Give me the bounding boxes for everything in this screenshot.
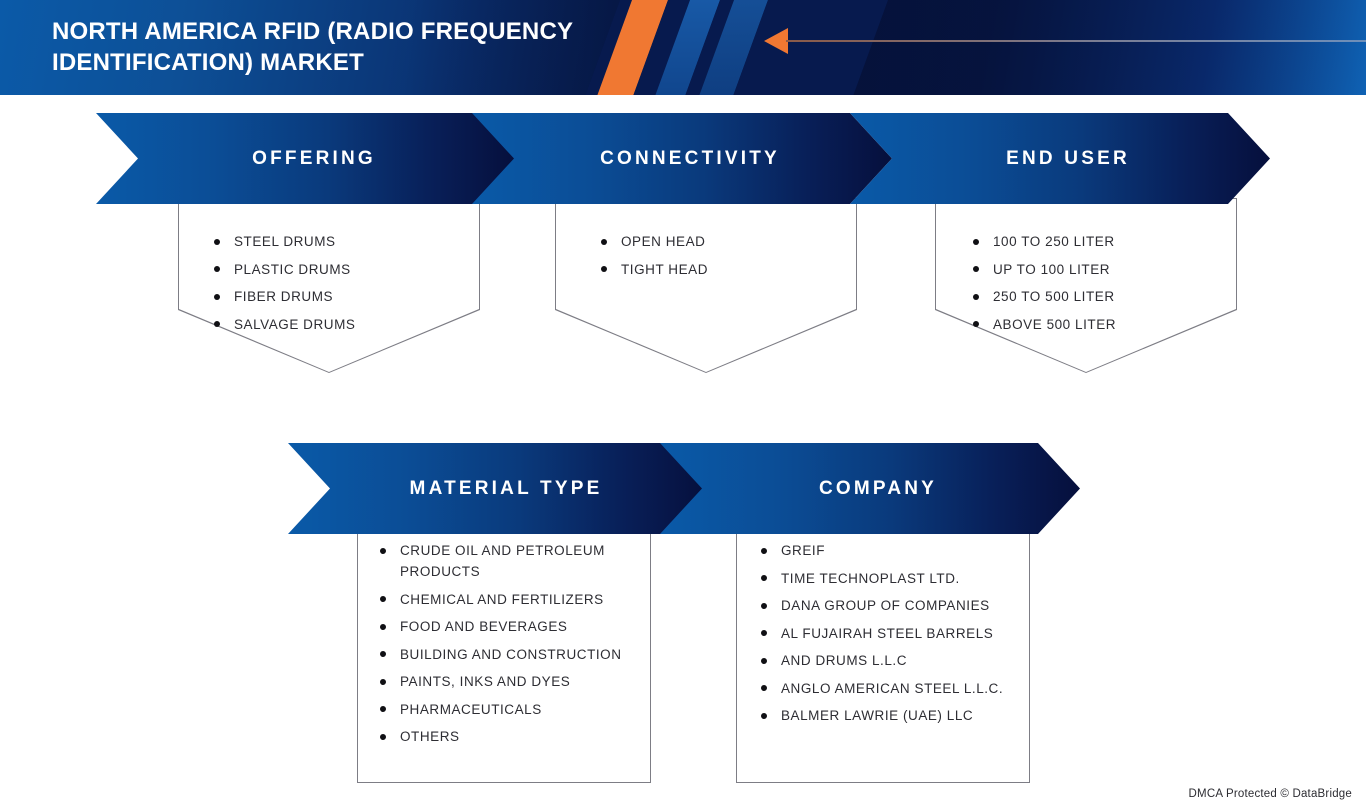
list-item: PAINTS, INKS AND DYES bbox=[380, 671, 640, 692]
list-material-type: CRUDE OIL AND PETROLEUM PRODUCTS CHEMICA… bbox=[380, 540, 640, 747]
banner-label: MATERIAL TYPE bbox=[409, 477, 603, 499]
card-offering: STEEL DRUMS PLASTIC DRUMS FIBER DRUMS SA… bbox=[178, 198, 480, 373]
banner-label: COMPANY bbox=[818, 477, 938, 499]
list-item: SALVAGE DRUMS bbox=[214, 314, 480, 335]
banner-label: CONNECTIVITY bbox=[600, 147, 780, 169]
list-connectivity: OPEN HEAD TIGHT HEAD bbox=[601, 231, 857, 280]
left-arrow-icon bbox=[764, 28, 788, 54]
header-banner: NORTH AMERICA RFID (RADIO FREQUENCY IDEN… bbox=[0, 0, 1366, 95]
list-item: PLASTIC DRUMS bbox=[214, 259, 480, 280]
list-item: AND DRUMS L.L.C bbox=[761, 650, 1023, 671]
banner-label: OFFERING bbox=[252, 147, 376, 169]
list-item: ANGLO AMERICAN STEEL L.L.C. bbox=[761, 678, 1023, 699]
list-item: STEEL DRUMS bbox=[214, 231, 480, 252]
list-item: BUILDING AND CONSTRUCTION bbox=[380, 644, 640, 665]
list-company: GREIF TIME TECHNOPLAST LTD. DANA GROUP O… bbox=[761, 540, 1023, 726]
list-item: CRUDE OIL AND PETROLEUM PRODUCTS bbox=[380, 540, 640, 582]
card-connectivity: OPEN HEAD TIGHT HEAD bbox=[555, 198, 857, 373]
header-rule-line bbox=[786, 40, 1366, 42]
list-item: AL FUJAIRAH STEEL BARRELS bbox=[761, 623, 1023, 644]
list-item: OPEN HEAD bbox=[601, 231, 857, 252]
card-material-type: CRUDE OIL AND PETROLEUM PRODUCTS CHEMICA… bbox=[357, 528, 651, 783]
list-end-user: 100 TO 250 LITER UP TO 100 LITER 250 TO … bbox=[973, 231, 1237, 335]
banner-label: END USER bbox=[1006, 147, 1130, 169]
list-item: 250 TO 500 LITER bbox=[973, 286, 1237, 307]
list-offering: STEEL DRUMS PLASTIC DRUMS FIBER DRUMS SA… bbox=[214, 231, 480, 335]
card-fill bbox=[556, 199, 856, 372]
list-item: 100 TO 250 LITER bbox=[973, 231, 1237, 252]
list-item: PHARMACEUTICALS bbox=[380, 699, 640, 720]
list-item: DANA GROUP OF COMPANIES bbox=[761, 595, 1023, 616]
list-item: FOOD AND BEVERAGES bbox=[380, 616, 640, 637]
list-item: FIBER DRUMS bbox=[214, 286, 480, 307]
list-item: UP TO 100 LITER bbox=[973, 259, 1237, 280]
page-title: NORTH AMERICA RFID (RADIO FREQUENCY IDEN… bbox=[52, 18, 573, 76]
list-item: TIGHT HEAD bbox=[601, 259, 857, 280]
banner-offering[interactable]: OFFERING bbox=[96, 113, 516, 204]
banner-company[interactable]: COMPANY bbox=[660, 443, 1080, 534]
banner-end-user[interactable]: END USER bbox=[850, 113, 1270, 204]
banner-connectivity[interactable]: CONNECTIVITY bbox=[472, 113, 892, 204]
card-company: GREIF TIME TECHNOPLAST LTD. DANA GROUP O… bbox=[736, 528, 1030, 783]
footer-copyright: DMCA Protected © DataBridge bbox=[1188, 788, 1352, 800]
banner-material-type[interactable]: MATERIAL TYPE bbox=[288, 443, 708, 534]
list-item: ABOVE 500 LITER bbox=[973, 314, 1237, 335]
list-item: BALMER LAWRIE (UAE) LLC bbox=[761, 705, 1023, 726]
card-end-user: 100 TO 250 LITER UP TO 100 LITER 250 TO … bbox=[935, 198, 1237, 373]
list-item: GREIF bbox=[761, 540, 1023, 561]
list-item: OTHERS bbox=[380, 726, 640, 747]
list-item: TIME TECHNOPLAST LTD. bbox=[761, 568, 1023, 589]
list-item: CHEMICAL AND FERTILIZERS bbox=[380, 589, 640, 610]
